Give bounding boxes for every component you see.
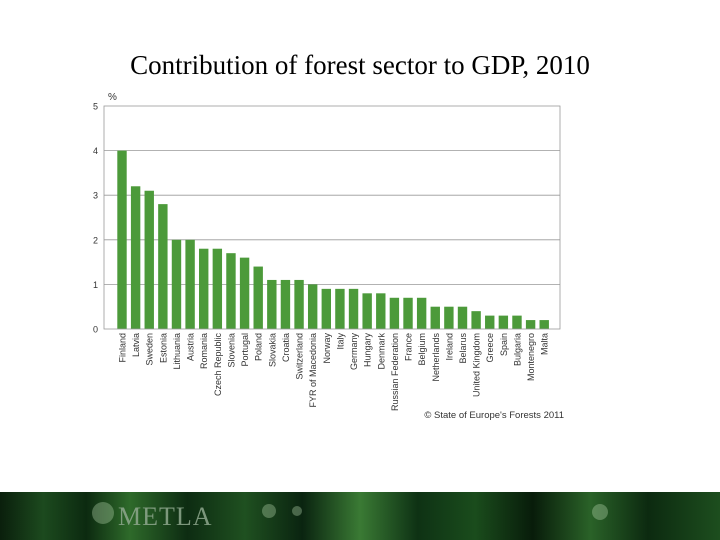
decorative-dot-1 — [92, 502, 114, 524]
x-tick-label: Belgium — [417, 333, 427, 366]
bar-poland — [253, 266, 263, 329]
y-tick-label: 3 — [93, 191, 98, 201]
x-tick-label: Italy — [335, 333, 345, 350]
bar-switzerland — [294, 279, 304, 329]
y-axis-ticks: 0 1 2 3 4 5 — [93, 102, 98, 335]
bar-lithuania — [171, 239, 182, 329]
x-tick-label: Austria — [186, 333, 196, 361]
x-tick-label: Malta — [540, 333, 550, 355]
y-tick-label: 4 — [93, 146, 98, 156]
decorative-dot-2 — [262, 504, 276, 518]
y-tick-label: 5 — [93, 102, 98, 112]
x-tick-label: Slovakia — [267, 333, 277, 367]
bar-latvia — [130, 186, 141, 329]
bar-netherlands — [430, 306, 440, 329]
bar-estonia — [158, 204, 168, 329]
x-tick-label: Finland — [118, 333, 128, 363]
x-tick-label: Spain — [499, 333, 509, 356]
bar-russian-federation — [389, 297, 400, 329]
chart-frame — [103, 105, 561, 330]
bar-fyr-of-macedonia — [307, 284, 318, 329]
x-tick-label: Switzerland — [295, 333, 305, 380]
bar-norway — [321, 288, 331, 329]
x-tick-label: Lithuania — [172, 333, 182, 370]
bar-greece — [485, 315, 495, 329]
x-tick-label: Bulgaria — [512, 333, 522, 366]
plot-area-border — [103, 105, 561, 330]
x-axis-category-labels: Finland Latvia Sweden Estonia Lithuania Austr… — [118, 333, 550, 412]
x-tick-label: Poland — [254, 333, 264, 361]
bar-germany — [348, 288, 359, 329]
bar-spain — [498, 315, 509, 329]
bar-finland — [117, 150, 127, 329]
bar-sweden — [144, 190, 154, 329]
chart-bars — [117, 150, 549, 329]
x-tick-label: FYR of Macedonia — [308, 333, 318, 408]
bar-italy — [335, 288, 345, 329]
x-tick-label: Sweden — [145, 333, 155, 366]
x-tick-label: Estonia — [158, 333, 168, 363]
bar-romania — [199, 248, 209, 329]
bar-czech-republic — [212, 248, 223, 329]
bar-montenegro — [525, 320, 536, 329]
bar-denmark — [376, 293, 386, 329]
bar-malta — [539, 320, 549, 329]
footer-band: METLA — [0, 492, 720, 540]
bar-belarus — [457, 306, 468, 329]
x-tick-label: Portugal — [240, 333, 250, 367]
decorative-dot-4 — [592, 504, 608, 520]
x-tick-label: Denmark — [376, 333, 386, 370]
forest-gdp-bar-chart: 0 1 2 3 4 5 Finland Latvia Sweden Estonia Lithuan… — [93, 92, 564, 421]
x-tick-label: United Kingdom — [472, 333, 482, 397]
x-tick-label: Germany — [349, 333, 359, 371]
metla-logo: METLA — [118, 502, 213, 531]
bar-croatia — [280, 279, 291, 329]
bar-austria — [185, 239, 195, 329]
decorative-dot-3 — [292, 506, 302, 516]
bar-bulgaria — [512, 315, 522, 329]
y-tick-label: 0 — [93, 325, 98, 335]
x-tick-label: Montenegro — [526, 333, 536, 381]
y-tick-label: 1 — [93, 280, 98, 290]
x-tick-label: Norway — [322, 333, 332, 364]
x-tick-label: Russian Federation — [390, 333, 400, 411]
x-tick-label: Netherlands — [431, 333, 441, 382]
x-tick-label: Romania — [199, 333, 209, 369]
x-tick-label: Hungary — [363, 333, 373, 368]
x-tick-label: Greece — [485, 333, 495, 363]
y-tick-label: 2 — [93, 235, 98, 245]
y-axis-unit-label: % — [108, 92, 117, 103]
x-tick-label: France — [404, 333, 414, 361]
x-tick-label: Czech Republic — [213, 333, 223, 397]
bar-portugal — [239, 257, 250, 329]
slide-title: Contribution of forest sector to GDP, 20… — [130, 50, 590, 80]
x-tick-label: Croatia — [281, 333, 291, 362]
bar-belgium — [416, 297, 427, 329]
x-tick-label: Belarus — [458, 333, 468, 364]
bar-ireland — [444, 306, 454, 329]
x-tick-label: Slovenia — [226, 333, 236, 368]
x-tick-label: Ireland — [444, 333, 454, 361]
bar-france — [403, 297, 413, 329]
bar-united-kingdom — [471, 311, 481, 329]
bar-slovenia — [226, 253, 236, 329]
source-note: © State of Europe's Forests 2011 — [424, 410, 564, 421]
x-tick-label: Latvia — [131, 333, 141, 357]
bar-hungary — [362, 293, 372, 329]
bar-slovakia — [267, 279, 277, 329]
